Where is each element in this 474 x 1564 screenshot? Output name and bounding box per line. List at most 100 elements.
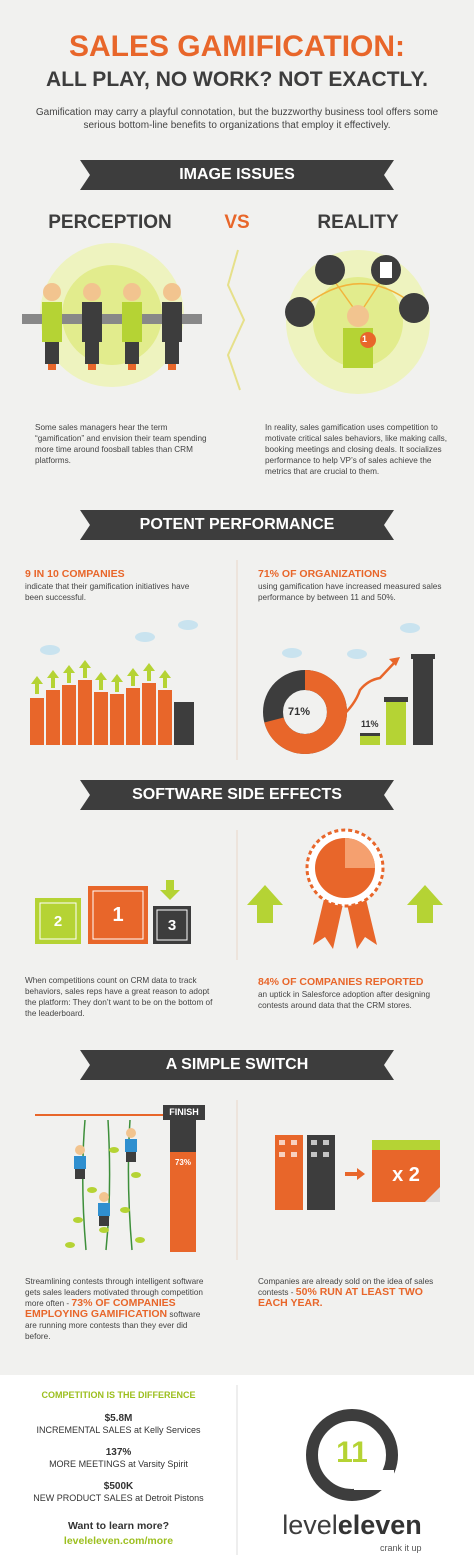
shape [48,364,56,370]
shape [372,1140,440,1150]
shape [98,1192,110,1226]
shape [95,672,107,690]
shape [153,906,191,944]
shape [163,1105,205,1120]
banner: A SIMPLE SWITCH [165,1056,309,1073]
shape [142,683,156,745]
shape [360,733,380,736]
shape [120,1207,130,1213]
subtitle: ALL PLAY, NO WORK? NOT EXACTLY. [46,68,428,91]
shape [88,886,148,944]
stat-value: 137% [105,1447,132,1458]
shape [80,160,394,190]
shape [425,1187,440,1202]
shape [30,698,44,745]
shape [125,1128,137,1162]
shape [80,160,394,1080]
shape [307,1135,335,1210]
shape [339,661,396,719]
shape [384,697,408,702]
link[interactable]: leveleleven.com/more [63,1535,174,1547]
shape [79,660,91,678]
shape [39,902,77,940]
shape [170,1120,196,1152]
shape [43,283,61,301]
shape [162,283,182,370]
shape [81,1119,87,1251]
shape [126,1128,136,1138]
logo-eleven: eleven [337,1510,422,1540]
stat-label: INCREMENTAL SALES at Kelly Services [36,1425,201,1435]
shape [82,283,102,370]
shape [275,1135,303,1210]
shape [360,332,376,348]
shape [323,1140,329,1145]
shape [282,623,420,659]
podium-label: 1 [112,904,124,926]
shape [178,620,198,630]
stat-value: $5.8M [104,1413,133,1424]
shape [65,1242,75,1248]
shape [125,342,139,364]
cta: Want to learn more? [67,1520,170,1532]
shape [413,658,433,745]
shape [30,680,172,745]
shape [313,895,343,949]
shape [99,1216,109,1226]
shape [127,668,139,686]
shape [311,1140,317,1145]
shape [345,838,375,868]
shape [122,283,142,370]
footer-heading: COMPETITION IS THE DIFFERENCE [41,1390,196,1400]
shape [62,685,76,745]
shape [99,1192,109,1202]
shape [73,1217,83,1223]
body-text: When competitions count on CRM data to t… [25,976,213,1018]
shape [135,1237,145,1243]
body-text: using gamification have increased measur… [258,582,442,602]
shape [123,283,141,301]
shape [40,645,60,655]
shape [126,1152,136,1162]
shape [131,1172,141,1178]
shape [279,1140,329,1157]
badge: 1 [362,334,368,344]
multiplier: x 2 [392,1164,420,1186]
shape [110,694,124,745]
shape [158,690,172,745]
intro: Gamification may carry a playful connota… [35,107,439,131]
shape [226,249,246,391]
shape [345,1168,365,1180]
shape [83,283,101,301]
shape [354,1470,394,1490]
text: Companies are already sold on the idea o… [258,1277,434,1297]
banner: POTENT PERFORMANCE [139,516,335,533]
logo-text: leveleleven [260,1510,444,1541]
shape [160,880,180,900]
highlight: 71% OF ORGANIZATIONS [258,568,387,580]
body-text: indicate that their gamification initiat… [25,582,190,602]
shape [399,293,429,323]
shape [35,898,81,944]
shape [22,314,202,324]
shape [162,302,182,342]
shape [63,665,75,683]
bar-label: 11% [361,719,379,729]
shape [122,302,142,342]
heading: PERCEPTION [48,212,172,233]
shape [85,342,99,364]
vs: VS [224,212,250,233]
shape [47,670,59,688]
shape [31,676,43,694]
highlight: 73% OF COMPANIES EMPLOYING GAMIFICATION [25,1297,176,1320]
highlight: 50% RUN AT LEAST TWO EACH YEAR. [258,1286,423,1309]
highlight: 9 IN 10 COMPANIES [25,568,125,580]
shape [40,620,198,655]
shape [92,890,144,940]
shape [78,680,92,745]
shape [360,735,380,745]
body-text: In reality, sales gamification uses comp… [265,423,448,476]
shape [174,702,194,745]
shape [74,1145,86,1179]
